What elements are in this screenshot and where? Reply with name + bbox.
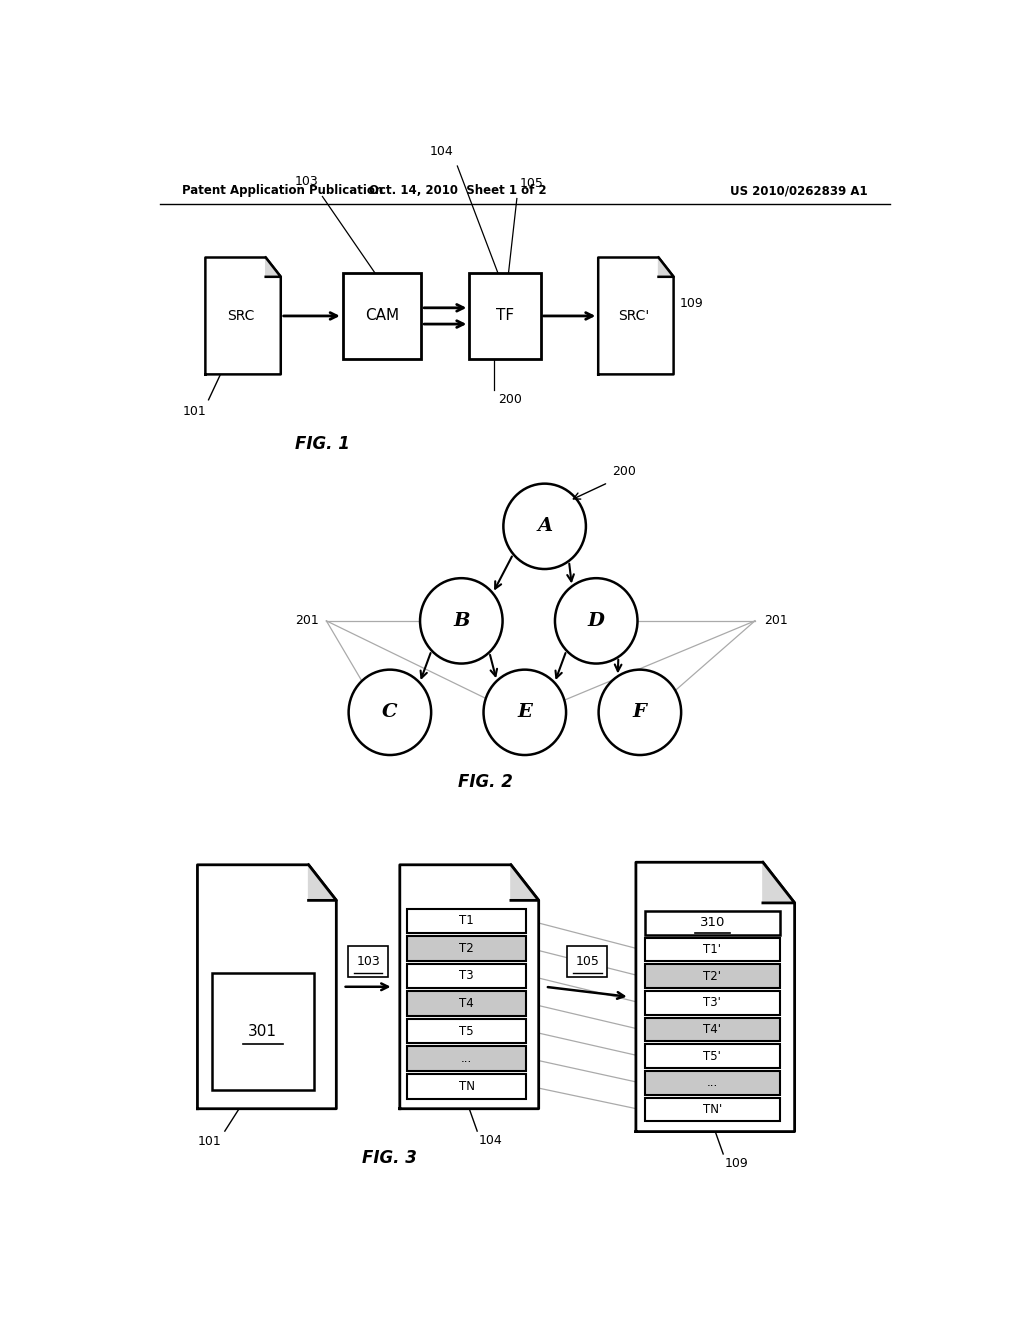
Bar [408, 936, 526, 961]
Bar [645, 937, 780, 961]
Text: 201: 201 [765, 614, 788, 627]
Text: 109: 109 [725, 1158, 749, 1170]
Text: 101: 101 [182, 405, 206, 418]
Text: TN: TN [459, 1080, 475, 1093]
Text: E: E [517, 704, 532, 721]
Text: SRC': SRC' [618, 309, 649, 323]
Ellipse shape [483, 669, 566, 755]
Text: ...: ... [707, 1076, 718, 1089]
Text: 104: 104 [479, 1134, 503, 1147]
Text: 104: 104 [430, 145, 454, 158]
Ellipse shape [599, 669, 681, 755]
Ellipse shape [555, 578, 638, 664]
Text: 105: 105 [575, 954, 599, 968]
Bar [469, 273, 541, 359]
Text: 103: 103 [295, 176, 318, 189]
Bar [408, 1019, 526, 1043]
Text: T2': T2' [703, 970, 721, 982]
Bar [408, 964, 526, 989]
Text: T3: T3 [460, 969, 474, 982]
Text: B: B [453, 612, 470, 630]
Text: US 2010/0262839 A1: US 2010/0262839 A1 [730, 185, 867, 198]
Polygon shape [198, 865, 336, 1109]
Text: T5': T5' [703, 1049, 721, 1063]
Text: T1': T1' [703, 942, 721, 956]
Polygon shape [636, 862, 795, 1131]
Text: TF: TF [496, 309, 514, 323]
Text: 200: 200 [499, 392, 522, 405]
Bar [645, 1071, 780, 1094]
Text: 200: 200 [612, 465, 636, 478]
Bar [408, 991, 526, 1016]
Text: 201: 201 [295, 614, 318, 627]
Text: D: D [588, 612, 604, 630]
Text: 109: 109 [680, 297, 703, 310]
Text: CAM: CAM [365, 309, 399, 323]
Bar [408, 1074, 526, 1098]
Text: Patent Application Publication: Patent Application Publication [182, 185, 383, 198]
Bar [343, 273, 421, 359]
Polygon shape [598, 257, 674, 375]
Text: FIG. 2: FIG. 2 [458, 774, 513, 791]
Polygon shape [265, 257, 281, 277]
Bar [408, 1047, 526, 1071]
Bar [645, 1044, 780, 1068]
Text: T4: T4 [460, 997, 474, 1010]
Text: T1: T1 [460, 915, 474, 927]
Text: A: A [537, 517, 552, 536]
Text: F: F [633, 704, 647, 721]
Text: FIG. 3: FIG. 3 [362, 1150, 418, 1167]
Text: FIG. 1: FIG. 1 [295, 436, 349, 453]
Polygon shape [399, 865, 539, 1109]
Bar [645, 965, 780, 989]
Text: 310: 310 [699, 916, 725, 929]
Bar [645, 911, 780, 935]
Ellipse shape [420, 578, 503, 664]
Ellipse shape [504, 483, 586, 569]
FancyBboxPatch shape [348, 946, 388, 977]
Bar [645, 1018, 780, 1041]
FancyBboxPatch shape [567, 946, 607, 977]
Polygon shape [511, 865, 539, 900]
Text: 101: 101 [198, 1135, 221, 1148]
Text: ...: ... [461, 1052, 472, 1065]
Text: T2: T2 [460, 942, 474, 954]
Bar [645, 1098, 780, 1122]
Bar [645, 991, 780, 1015]
Text: SRC: SRC [227, 309, 255, 323]
Text: 103: 103 [356, 954, 380, 968]
Text: T5: T5 [460, 1024, 474, 1038]
Text: 301: 301 [248, 1024, 278, 1039]
Bar [408, 908, 526, 933]
Text: Oct. 14, 2010  Sheet 1 of 2: Oct. 14, 2010 Sheet 1 of 2 [369, 185, 546, 198]
Polygon shape [763, 862, 795, 903]
Text: 105: 105 [519, 177, 543, 190]
Text: TN': TN' [702, 1104, 722, 1117]
Polygon shape [658, 257, 674, 277]
Bar [212, 973, 313, 1090]
Text: C: C [382, 704, 397, 721]
Text: T4': T4' [703, 1023, 721, 1036]
Text: T3': T3' [703, 997, 721, 1010]
Polygon shape [206, 257, 281, 375]
Ellipse shape [348, 669, 431, 755]
Polygon shape [308, 865, 336, 900]
